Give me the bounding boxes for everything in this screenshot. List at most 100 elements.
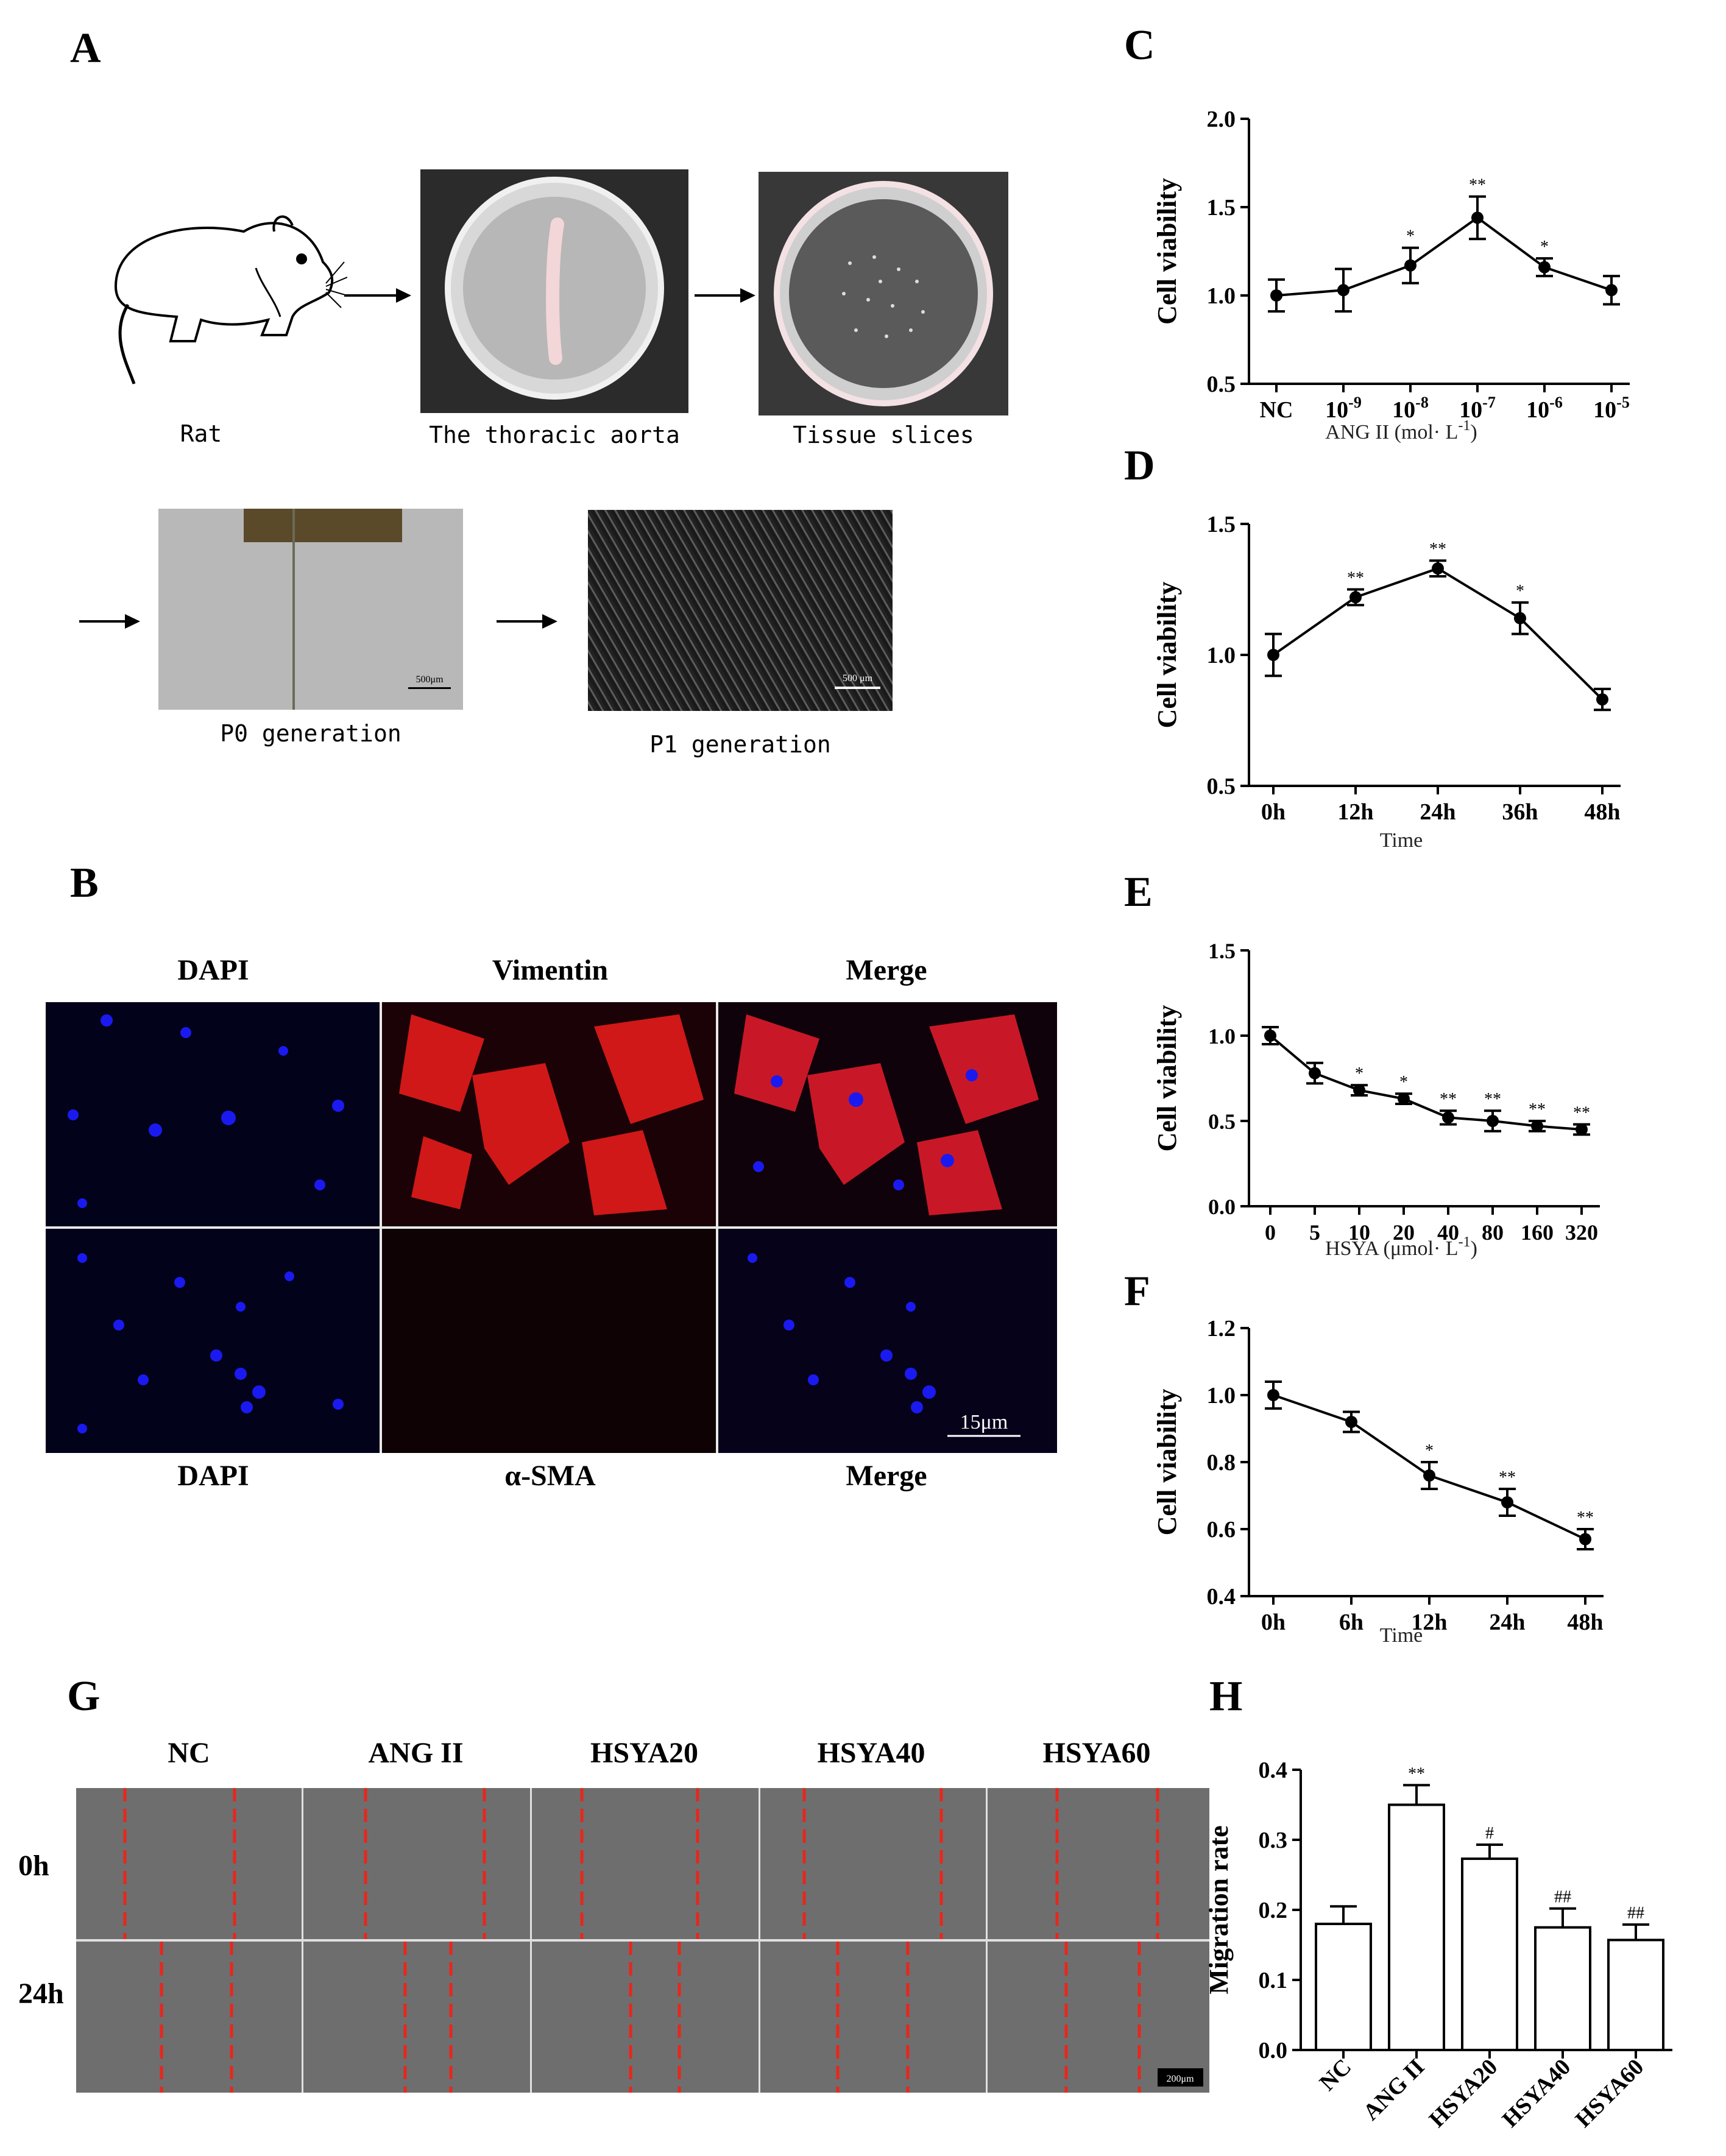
panel-label-c: C: [1124, 22, 1155, 69]
p0-scalebar-label: 500μm: [416, 674, 444, 685]
x-tick-label: 0h: [1261, 1610, 1286, 1635]
significance-mark: **: [1529, 1100, 1546, 1119]
p1-scalebar-label: 500 μm: [842, 673, 873, 684]
b-scalebar-label: 15μm: [960, 1411, 1008, 1433]
header-dapi-top: DAPI: [177, 954, 249, 986]
arrow-icon: [79, 614, 140, 629]
y-tick-label: 0.5: [1207, 372, 1236, 397]
data-point: [1605, 284, 1618, 297]
x-tick-label: 80: [1482, 1220, 1504, 1245]
x-tick-label: ANG II: [1358, 2054, 1429, 2126]
bar: [1607, 1939, 1664, 2052]
y-tick-label: 0.1: [1259, 1968, 1288, 1993]
significance-mark: *: [1425, 1441, 1434, 1460]
header-nc: NC: [168, 1737, 210, 1769]
data-point: [1596, 693, 1608, 706]
data-point: [1267, 1389, 1279, 1401]
significance-mark: ##: [1627, 1904, 1644, 1923]
arrow-icon: [695, 288, 755, 303]
y-tick-label: 0.5: [1207, 774, 1236, 799]
caption-p0: P0 generation: [220, 720, 401, 747]
tissue-slices-photo: [759, 172, 1008, 415]
x-tick-label: HSYA20: [1424, 2054, 1503, 2133]
p0-micrograph: 500μm: [158, 509, 463, 710]
data-point: [1267, 649, 1279, 661]
data-point: [1404, 259, 1417, 272]
data-point: [1432, 562, 1444, 575]
caption-aorta: The thoracic aorta: [429, 422, 680, 448]
significance-mark: **: [1469, 176, 1486, 195]
data-point: [1398, 1092, 1410, 1105]
panel-label-f: F: [1124, 1268, 1150, 1315]
bar: [1534, 1926, 1591, 2051]
y-tick-label: 0.2: [1259, 1898, 1288, 1923]
x-tick-label: HSYA40: [1498, 2054, 1576, 2133]
header-hsya40: HSYA40: [817, 1737, 925, 1769]
data-point: [1337, 284, 1349, 297]
data-point: [1442, 1111, 1454, 1124]
x-tick-label: 48h: [1567, 1610, 1603, 1635]
y-tick-label: 0.3: [1259, 1828, 1288, 1853]
aorta-photo: [420, 169, 688, 413]
y-tick-label: 1.0: [1207, 643, 1236, 668]
y-tick-label: 0.5: [1208, 1109, 1236, 1134]
x-tick-label: 320: [1565, 1220, 1598, 1245]
x-tick-label: 160: [1521, 1220, 1554, 1245]
x-tick-label: 10-6: [1526, 394, 1563, 423]
significance-mark: *: [1406, 227, 1415, 246]
significance-mark: **: [1347, 569, 1364, 588]
y-axis-label: Cell viability: [1152, 178, 1182, 325]
x-axis-label: ANG II (mol· L-1): [1325, 418, 1477, 444]
panel-label-g: G: [67, 1673, 101, 1720]
x-tick-label: NC: [1260, 397, 1293, 423]
x-tick-label: 24h: [1489, 1610, 1525, 1635]
data-point: [1423, 1469, 1435, 1482]
x-tick-label: 40: [1437, 1220, 1459, 1245]
series-line: [1269, 1034, 1582, 1131]
header-hsya20: HSYA20: [590, 1737, 698, 1769]
y-axis-label: Cell viability: [1152, 1389, 1182, 1536]
data-point: [1514, 612, 1526, 624]
y-tick-label: 0.0: [1259, 2038, 1288, 2063]
bar: [1461, 1857, 1518, 2052]
x-tick-label: 10-7: [1459, 394, 1496, 423]
series-line: [1276, 216, 1612, 297]
significance-mark: *: [1399, 1073, 1408, 1092]
header-vimentin: Vimentin: [492, 954, 609, 986]
x-tick-label: 6h: [1339, 1610, 1363, 1635]
significance-mark: **: [1577, 1508, 1594, 1527]
data-point: [1309, 1067, 1321, 1080]
data-point: [1531, 1120, 1543, 1133]
data-point: [1349, 591, 1362, 604]
caption-rat: Rat: [180, 420, 222, 447]
panel-label-h: H: [1209, 1673, 1243, 1720]
x-tick-label: HSYA60: [1571, 2054, 1649, 2133]
chart-c: 0.5 1.0 1.5 2.0 Cell viability NC 10-9 10-8 10-7…: [1152, 107, 1630, 444]
y-tick-label: 2.0: [1207, 107, 1236, 132]
significance-mark: **: [1484, 1090, 1501, 1109]
data-point: [1345, 1416, 1357, 1428]
panel-label-a: A: [70, 25, 101, 72]
x-tick-label: 36h: [1502, 799, 1538, 825]
y-tick-label: 1.0: [1208, 1024, 1236, 1048]
caption-p1: P1 generation: [649, 731, 831, 758]
header-dapi-bottom: DAPI: [177, 1460, 249, 1492]
header-alpha-sma: α-SMA: [504, 1460, 596, 1492]
y-tick-label: 1.5: [1207, 195, 1236, 221]
significance-mark: **: [1499, 1468, 1516, 1487]
y-tick-label: 1.0: [1207, 1383, 1236, 1408]
arrow-icon: [497, 614, 557, 629]
significance-mark: *: [1540, 238, 1549, 256]
row-label-24h: 24h: [18, 1978, 64, 2010]
y-axis-label: Cell viability: [1152, 1005, 1182, 1152]
g-scalebar-label: 200μm: [1166, 2074, 1194, 2084]
significance-mark: #: [1485, 1824, 1494, 1843]
significance-mark: **: [1408, 1764, 1425, 1783]
panel-label-e: E: [1124, 869, 1153, 916]
rat-illustration: [114, 215, 347, 384]
significance-mark: **: [1573, 1104, 1590, 1123]
bar: [1315, 1923, 1372, 2051]
chart-e: 0.0 0.5 1.0 1.5 Cell viability 0 5 10 20 40 80 160 3…: [1152, 939, 1600, 1260]
